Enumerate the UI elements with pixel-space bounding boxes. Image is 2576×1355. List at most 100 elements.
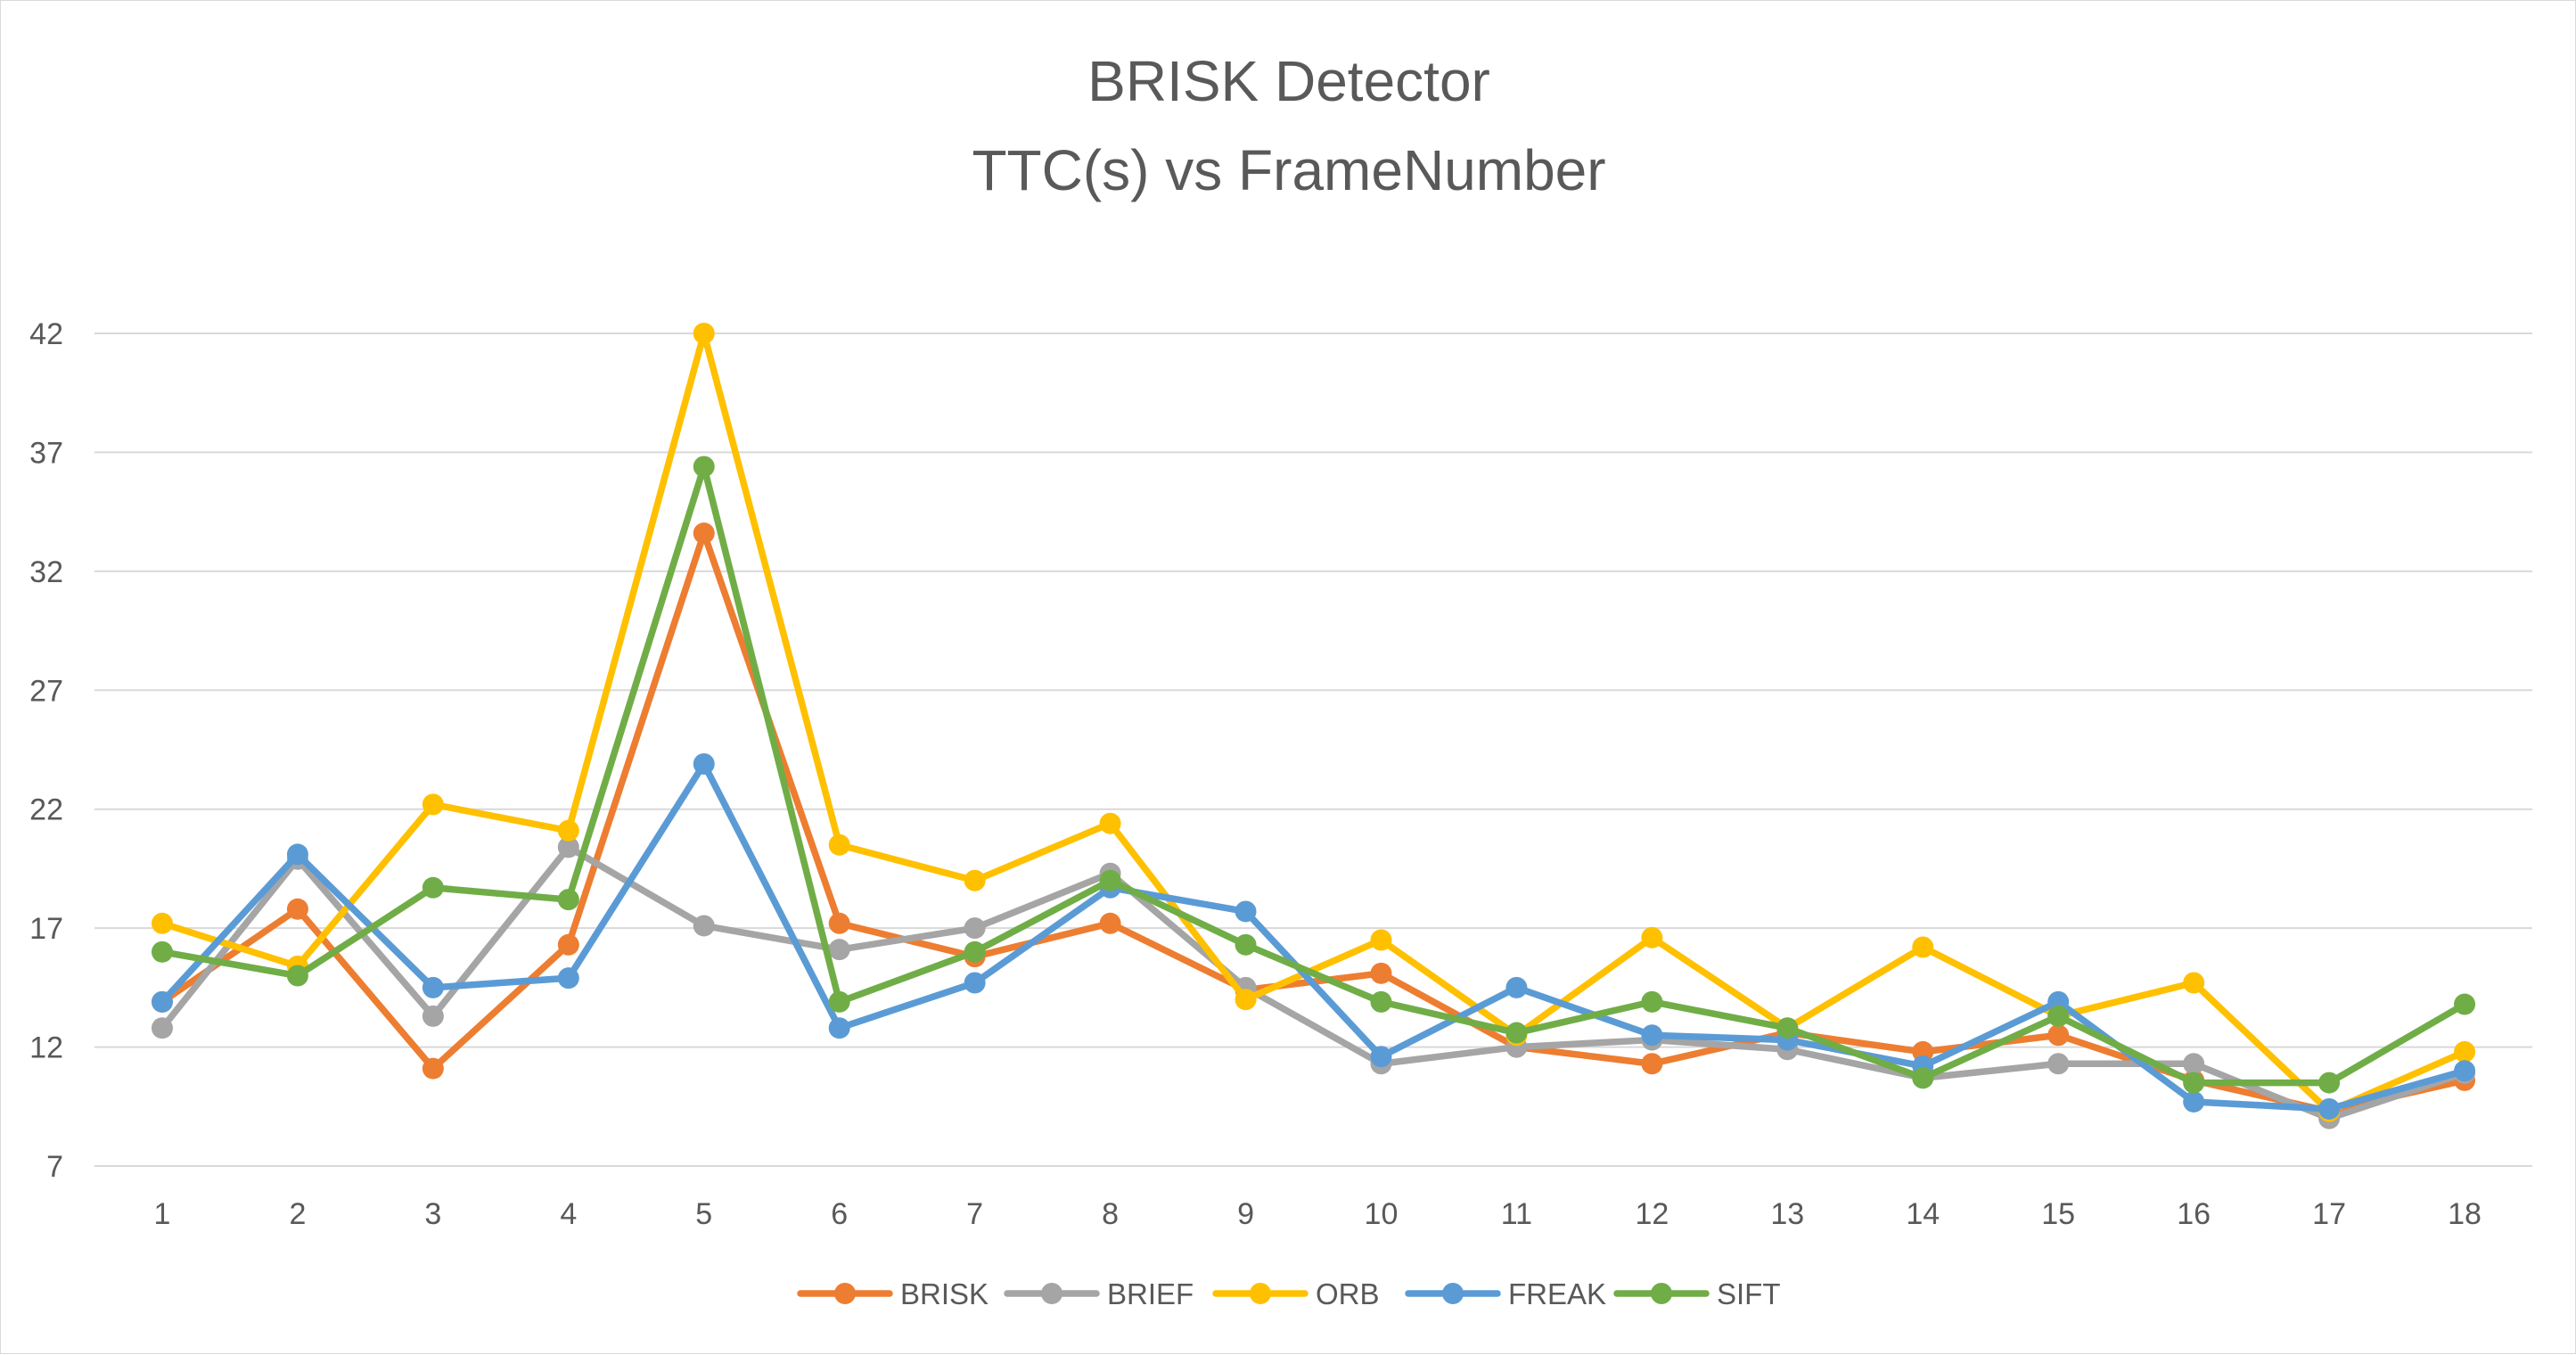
data-point [964,972,986,994]
data-point [151,940,173,963]
data-point [1370,1046,1392,1068]
data-point [2047,1053,2070,1075]
data-point [693,915,715,937]
legend-label: BRISK [900,1277,989,1310]
x-tick-label: 6 [831,1197,848,1231]
data-point [1370,929,1392,951]
data-point [2318,1072,2341,1094]
data-point [1235,989,1257,1011]
data-point [693,323,715,344]
data-point [1370,990,1392,1013]
data-point [1235,900,1257,923]
data-point [151,990,173,1013]
series-line [159,843,2468,1122]
data-point [2183,1072,2205,1094]
series-line [159,760,2468,1113]
y-tick-label: 32 [29,555,63,589]
legend-swatch-marker [1041,1283,1062,1304]
data-point [2454,1060,2476,1082]
legend-item-brief: BRIEF [1004,1277,1194,1310]
chart-title: BRISK Detector [1087,49,1490,113]
data-point [828,834,850,856]
data-point [1641,1053,1663,1075]
y-tick-label: 12 [29,1031,63,1065]
data-point [2183,1090,2205,1113]
legend-swatch-marker [1250,1283,1271,1304]
x-tick-label: 1 [154,1197,171,1231]
x-tick-label: 7 [966,1197,983,1231]
data-point [964,917,986,940]
data-point [286,965,308,987]
x-tick-label: 11 [1501,1197,1532,1231]
x-tick-label: 9 [1237,1197,1254,1231]
x-tick-label: 2 [289,1197,306,1231]
legend-swatch-marker [1442,1283,1464,1304]
x-axis: 1 2 3 4 5 6 7 8 9 10 11 12 13 14 15 16 17 18 [154,1197,2482,1231]
y-tick-label: 37 [29,436,63,470]
series-group [151,323,2476,1129]
data-point [151,912,173,934]
data-point [1099,912,1121,934]
data-point [1099,812,1121,834]
legend-label: ORB [1316,1277,1380,1310]
x-tick-label: 12 [1635,1197,1669,1231]
data-point [557,889,579,911]
data-point [1641,990,1663,1013]
data-point [422,1005,444,1027]
data-point [693,522,715,545]
data-point [422,793,444,816]
y-tick-label: 17 [29,912,63,946]
data-point [828,912,850,934]
data-point [422,876,444,899]
data-point [557,836,579,858]
series-brisk [151,522,2476,1122]
data-point [557,933,579,956]
data-point [2047,1005,2070,1027]
legend-swatch-marker [834,1283,856,1304]
series-orb [151,323,2476,1122]
x-tick-label: 10 [1365,1197,1399,1231]
data-point [828,990,850,1013]
x-tick-label: 18 [2448,1197,2482,1231]
chart-subtitle: TTC(s) vs FrameNumber [972,138,1605,202]
data-point [693,456,715,478]
series-sift [151,456,2476,1094]
data-point [693,753,715,776]
series-line [159,330,2468,1115]
data-point [828,1017,850,1039]
x-tick-label: 13 [1770,1197,1804,1231]
data-point [828,939,850,961]
data-point [1099,869,1121,891]
data-point [2183,1053,2205,1075]
legend-label: FREAK [1508,1277,1606,1310]
x-tick-label: 17 [2312,1197,2346,1231]
data-point [2183,972,2205,994]
legend-swatch-marker [1651,1283,1672,1304]
data-point [2454,993,2476,1015]
data-point [964,869,986,891]
data-point [1370,962,1392,984]
y-tick-label: 27 [29,674,63,708]
x-tick-label: 16 [2177,1197,2211,1231]
legend: BRISK BRIEF ORB FREAK SIFT [797,1277,1781,1310]
y-tick-label: 42 [29,317,63,351]
y-tick-label: 7 [46,1150,63,1184]
x-tick-label: 3 [424,1197,441,1231]
data-point [964,940,986,963]
series-line [159,463,2468,1087]
x-tick-label: 15 [2041,1197,2075,1231]
x-tick-label: 5 [695,1197,712,1231]
data-point [422,1057,444,1080]
data-point [557,819,579,842]
data-point [1641,926,1663,948]
legend-label: BRIEF [1107,1277,1194,1310]
data-point [557,967,579,990]
data-point [1912,1067,1934,1089]
legend-item-sift: SIFT [1613,1277,1781,1310]
y-tick-label: 22 [29,793,63,827]
data-point [1505,976,1528,998]
legend-label: SIFT [1717,1277,1781,1310]
x-tick-label: 8 [1102,1197,1119,1231]
legend-item-orb: ORB [1212,1277,1380,1310]
